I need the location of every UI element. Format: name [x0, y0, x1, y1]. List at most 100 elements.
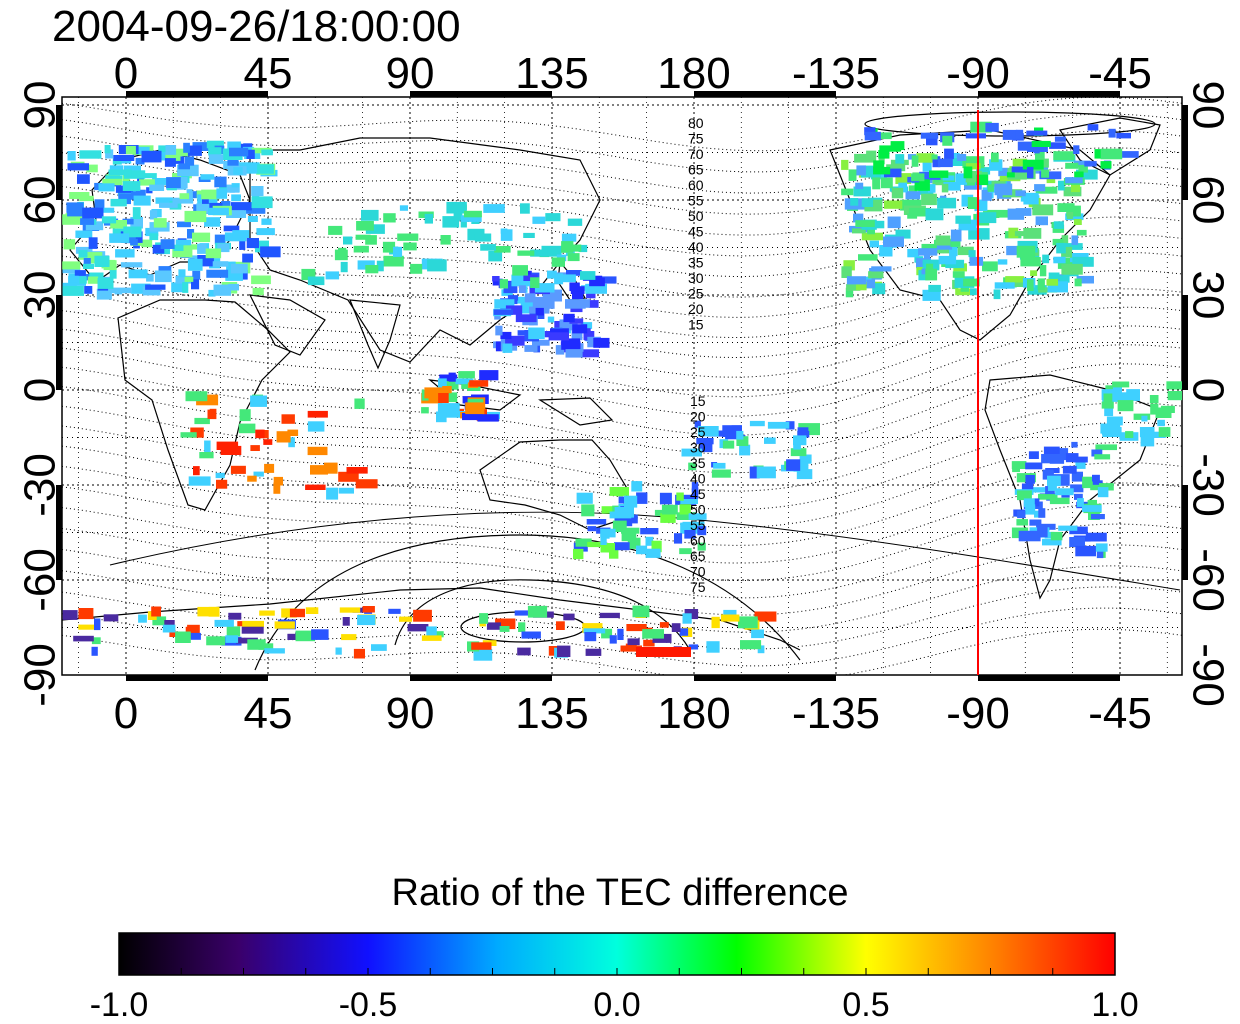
tec-cell	[192, 232, 211, 243]
tec-cell	[494, 313, 501, 320]
tec-cell	[256, 228, 275, 236]
tec-cell	[393, 246, 403, 257]
tec-cell	[922, 161, 932, 172]
tec-cell	[85, 221, 104, 231]
tec-cell	[1027, 285, 1047, 295]
tec-cell	[1070, 484, 1084, 493]
tec-cell	[681, 448, 702, 457]
tec-cell	[91, 637, 101, 645]
tec-cell	[324, 462, 338, 474]
tec-cell	[458, 371, 475, 379]
tec-cell	[961, 194, 974, 207]
tec-cell	[78, 608, 94, 620]
tec-cell	[1032, 498, 1040, 507]
tec-cell	[581, 504, 595, 517]
bottom-lon-label: 45	[244, 689, 293, 738]
contour-label: 20	[688, 301, 704, 317]
tec-cell	[257, 164, 274, 174]
tec-cell	[388, 608, 401, 614]
tec-cell	[426, 626, 437, 636]
tec-cell	[460, 215, 482, 222]
tec-cell	[1017, 510, 1026, 519]
tec-cell	[1095, 543, 1108, 552]
tec-cell	[1018, 530, 1041, 542]
tec-cell	[872, 177, 881, 190]
tec-cell	[214, 176, 227, 188]
tec-cell	[1071, 441, 1078, 448]
tec-cell	[950, 238, 961, 247]
tec-cell	[1053, 221, 1064, 229]
tec-cell	[905, 191, 921, 200]
tec-cell	[643, 639, 655, 647]
top-lon-label: -45	[1088, 49, 1152, 98]
tec-cell	[247, 216, 258, 222]
tec-cell	[1012, 158, 1028, 167]
tec-cell	[365, 224, 385, 234]
tec-cell	[1055, 488, 1074, 496]
tec-cell	[898, 182, 907, 193]
tec-cell	[573, 548, 584, 560]
tec-cell	[108, 169, 130, 176]
tec-cell	[173, 244, 184, 251]
tec-cell	[565, 299, 586, 309]
tec-cell	[1014, 231, 1033, 237]
tec-cell	[1042, 538, 1062, 546]
tec-cell	[1140, 435, 1155, 447]
tec-cell	[965, 170, 982, 183]
tec-cell	[682, 613, 692, 624]
tec-cell	[756, 466, 776, 479]
tec-cell	[879, 145, 901, 152]
tec-cell	[841, 266, 852, 278]
tick-bar	[694, 91, 836, 97]
tec-cell	[399, 205, 408, 211]
tec-cell	[1073, 145, 1080, 154]
tec-cell	[1023, 192, 1039, 205]
tec-cell	[676, 492, 684, 501]
tec-cell	[691, 487, 699, 499]
tec-cell	[492, 278, 503, 286]
tec-cell	[1028, 451, 1039, 459]
tec-cell	[500, 229, 513, 241]
tec-cell	[190, 427, 204, 438]
contour-label: 45	[688, 224, 704, 240]
tec-cell	[969, 256, 984, 266]
tec-cell	[141, 150, 162, 163]
colorbar-ticks	[118, 968, 1116, 975]
tec-cell	[1061, 235, 1069, 245]
tec-cell	[853, 213, 864, 223]
tec-cell	[338, 487, 354, 494]
tec-cell	[625, 514, 638, 524]
tec-cell	[517, 330, 528, 336]
tec-cell	[1075, 462, 1086, 469]
tec-cell	[171, 282, 185, 293]
tec-cell	[627, 537, 641, 549]
tec-cell	[274, 621, 295, 629]
tec-cell	[962, 156, 985, 169]
tec-cell	[645, 548, 661, 558]
tec-cell	[1074, 171, 1084, 178]
tec-cell	[922, 289, 941, 301]
tec-cell	[79, 276, 87, 284]
tec-cell	[860, 165, 881, 178]
tec-cell	[1065, 177, 1083, 184]
tec-cell	[145, 284, 166, 290]
tec-cell	[688, 513, 707, 520]
tec-cell	[182, 282, 189, 293]
tec-cell	[621, 532, 637, 542]
contour-label: 65	[690, 548, 706, 564]
tec-cell	[586, 519, 607, 525]
tec-cell	[918, 270, 929, 281]
tec-cell	[307, 276, 325, 286]
tec-cell	[872, 283, 886, 295]
coastline-4	[349, 299, 401, 370]
tec-cell	[1084, 480, 1103, 488]
tec-cell	[1074, 278, 1082, 287]
tec-cell	[1150, 403, 1159, 415]
tec-cell	[527, 605, 548, 618]
tec-cell	[679, 504, 691, 515]
tec-cell	[383, 255, 404, 267]
tec-cell	[1094, 149, 1101, 159]
tec-cell	[144, 173, 157, 179]
tec-cell	[1021, 483, 1034, 495]
tec-cell	[1006, 172, 1015, 178]
